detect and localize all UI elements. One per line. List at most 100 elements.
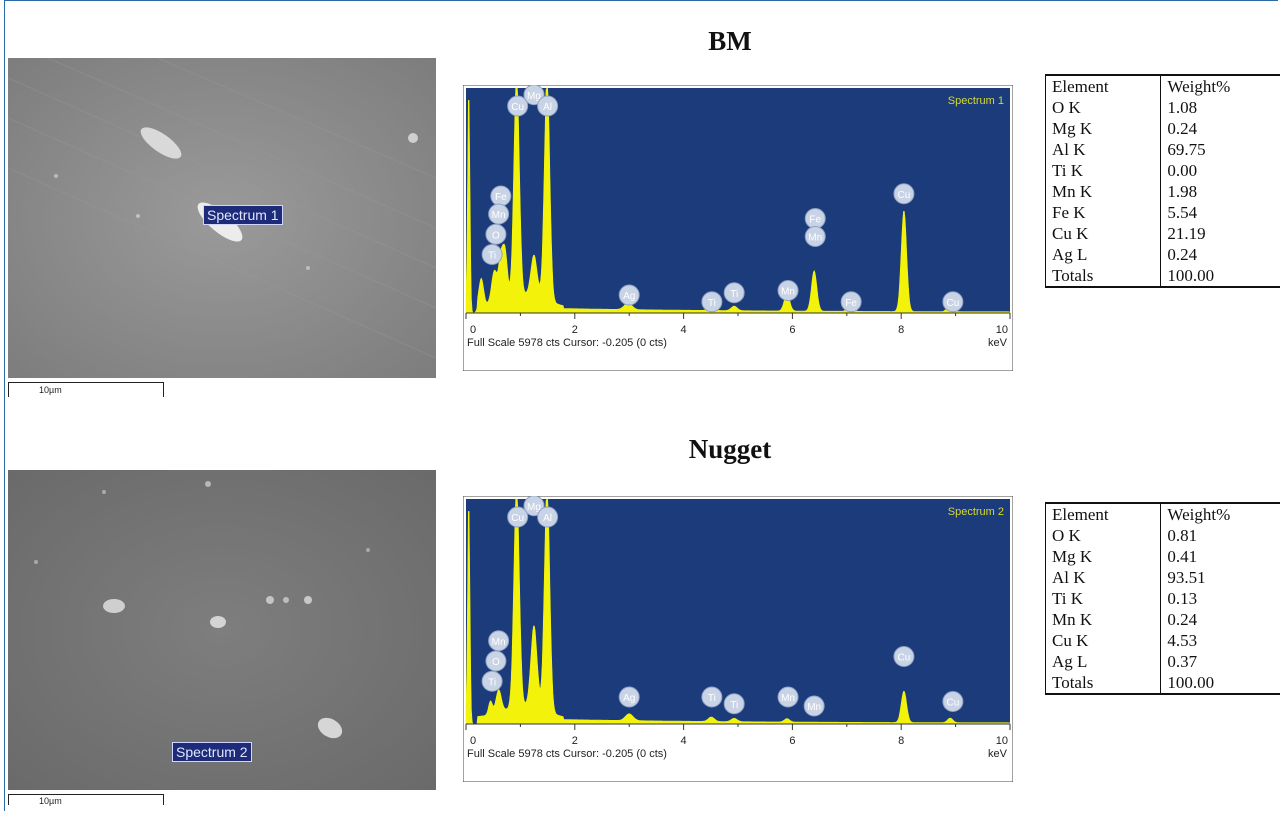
peak-label: Ti — [701, 291, 723, 313]
section-title-bm: BM — [708, 26, 752, 56]
peak-label-text: Fe — [809, 215, 821, 226]
element-cell: Totals — [1045, 265, 1162, 288]
element-cell: Totals — [1045, 672, 1162, 695]
weight-cell: 100.00 — [1160, 672, 1280, 695]
x-tick-label: 4 — [681, 324, 687, 336]
table-header-row: Element Weight% — [1045, 503, 1280, 525]
x-tick-label: 2 — [572, 735, 578, 747]
element-cell: Ti K — [1045, 160, 1162, 181]
composition-table-nugget: Element Weight% O K 0.81 Mg K 0.41 Al K 93.… — [1045, 502, 1280, 695]
peak-label-text: Mn — [808, 233, 822, 244]
x-tick-label: 6 — [789, 324, 795, 336]
weight-cell: 21.19 — [1167, 224, 1206, 243]
element-cell: Cu K — [1045, 223, 1162, 244]
peak-label-text: O — [492, 230, 500, 241]
spectrum-series — [465, 87, 1011, 314]
table-row-totals: Totals 100.00 — [1045, 265, 1280, 288]
peak-label-text: Ti — [730, 700, 738, 711]
peak-label: Ti — [701, 686, 723, 708]
element-cell: O K — [1045, 525, 1162, 546]
weight-cell: 0.37 — [1167, 652, 1198, 671]
scale-bar-label-nugget: 10µm — [39, 796, 62, 806]
weight-cell: 69.75 — [1167, 140, 1206, 159]
spectrum-title: Spectrum 1 — [948, 95, 1004, 107]
spectrum-title: Spectrum 2 — [948, 506, 1004, 518]
weight-cell: 5.54 — [1167, 203, 1198, 222]
peak-label: Mn — [777, 280, 799, 301]
peak-label: Mg — [523, 85, 545, 106]
weight-cell: 4.53 — [1167, 631, 1198, 650]
peak-label-text: Fe — [845, 298, 857, 309]
peak-label-text: Al — [543, 102, 552, 113]
element-cell: Mn K — [1045, 181, 1162, 202]
table-row-totals: Totals 100.00 — [1045, 672, 1280, 695]
table-row: O K 0.81 — [1045, 525, 1280, 546]
chart-footer: Full Scale 5978 cts Cursor: -0.205 (0 ct… — [467, 337, 667, 349]
peak-label-text: Mn — [492, 210, 506, 221]
element-cell: Al K — [1045, 139, 1162, 160]
peak-label: Fe — [840, 291, 862, 313]
table-row: Al K 69.75 — [1045, 139, 1280, 160]
peak-label-text: Cu — [898, 190, 911, 201]
peak-label: Mg — [523, 496, 545, 517]
peak-label-text: Mn — [781, 693, 795, 704]
peak-label-text: Ti — [708, 298, 716, 309]
plot-area — [466, 499, 1010, 724]
peak-label-text: Cu — [511, 513, 524, 524]
header-element: Element — [1045, 75, 1162, 97]
x-axis-label: keV — [988, 337, 1008, 349]
x-tick-label: 6 — [789, 735, 795, 747]
peak-label: O — [485, 650, 507, 672]
table-row: Ag L 0.24 — [1045, 244, 1280, 265]
element-cell: Mn K — [1045, 609, 1162, 630]
peak-label-text: Mg — [527, 91, 541, 102]
peak-label-text: Cu — [511, 102, 524, 113]
peak-label: Ti — [723, 693, 745, 715]
weight-cell: 0.81 — [1167, 526, 1198, 545]
peak-label: Cu — [942, 291, 964, 313]
scale-bar-nugget: 10µm — [8, 794, 164, 806]
peak-label-text: Cu — [946, 698, 959, 709]
peak-label: Ti — [481, 244, 503, 265]
sem-image-nugget — [8, 470, 436, 790]
peak-label-text: Mn — [807, 702, 821, 713]
x-tick-label: 10 — [996, 324, 1008, 336]
table-row: Cu K 21.19 — [1045, 223, 1280, 244]
peak-label-text: Ti — [730, 289, 738, 300]
header-weight: Weight% — [1167, 505, 1231, 524]
table-header-row: Element Weight% — [1045, 75, 1280, 97]
peak-label: Al — [537, 506, 559, 528]
peak-label: Al — [537, 95, 559, 117]
weight-cell: 0.13 — [1167, 589, 1198, 608]
peak-label: Cu — [893, 183, 915, 205]
scale-bar-bm: 10µm — [8, 382, 164, 397]
figure-frame — [4, 0, 1278, 811]
peak-label: Cu — [507, 95, 529, 117]
x-tick-label: 4 — [681, 735, 687, 747]
peak-label-text: Fe — [495, 192, 507, 203]
peak-label-text: Al — [543, 513, 552, 524]
sem-spectrum-label-bm: Spectrum 1 — [203, 205, 283, 225]
weight-cell: 0.00 — [1167, 161, 1198, 180]
peak-label: Cu — [507, 506, 529, 528]
element-cell: Ti K — [1045, 588, 1162, 609]
weight-cell: 0.24 — [1167, 245, 1198, 264]
chart-footer: Full Scale 5978 cts Cursor: -0.205 (0 ct… — [467, 748, 667, 760]
peak-label: Fe — [804, 208, 826, 229]
element-cell: O K — [1045, 97, 1162, 118]
x-tick-label: 10 — [996, 735, 1008, 747]
peak-label-text: Mn — [492, 637, 506, 648]
element-cell: Mg K — [1045, 118, 1162, 139]
weight-cell: 100.00 — [1160, 265, 1280, 288]
weight-cell: 0.41 — [1167, 547, 1198, 566]
table-row: Fe K 5.54 — [1045, 202, 1280, 223]
peak-label-text: Ag — [623, 693, 635, 704]
peak-label-text: Ti — [488, 251, 496, 262]
peak-label-text: O — [492, 657, 500, 668]
table-row: Ag L 0.37 — [1045, 651, 1280, 672]
element-cell: Al K — [1045, 567, 1162, 588]
table-row: O K 1.08 — [1045, 97, 1280, 118]
weight-cell: 0.24 — [1167, 119, 1198, 138]
weight-cell: 93.51 — [1167, 568, 1206, 587]
peak-label: Ti — [723, 282, 745, 304]
